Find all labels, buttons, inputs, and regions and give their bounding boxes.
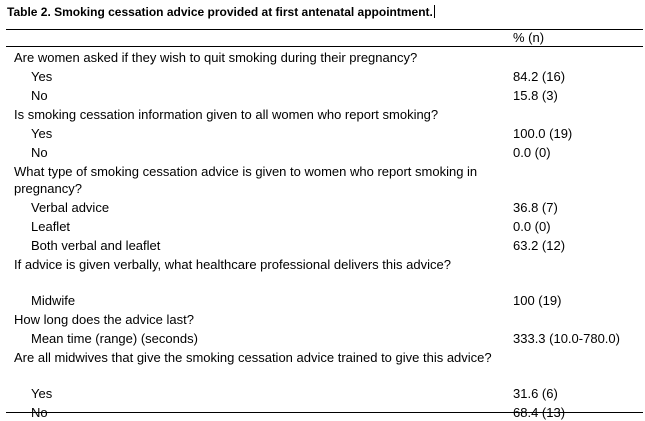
answer-row: No 15.8 (3): [0, 85, 645, 104]
answer-value: 84.2 (16): [513, 69, 566, 84]
answer-row: Mean time (range) (seconds) 333.3 (10.0-7…: [0, 328, 645, 347]
answer-value: 36.8 (7): [513, 200, 558, 215]
table-body: Are women asked if they wish to quit smo…: [0, 47, 645, 421]
table-bottom-rule: [6, 412, 643, 413]
question-row: How long does the advice last?: [0, 309, 645, 328]
answer-label: Yes: [31, 126, 53, 141]
question-text: Is smoking cessation information given t…: [14, 107, 439, 122]
answer-label: Yes: [31, 69, 53, 84]
question-row: Are all midwives that give the smoking c…: [0, 347, 645, 383]
question-text: If advice is given verbally, what health…: [14, 257, 451, 272]
answer-value: 63.2 (12): [513, 238, 566, 253]
answer-label: Mean time (range) (seconds): [31, 331, 198, 346]
question-text: Are all midwives that give the smoking c…: [14, 350, 492, 365]
answer-value: 31.6 (6): [513, 386, 558, 401]
table-title: Table 2. Smoking cessation advice provid…: [7, 4, 435, 20]
answer-label: Verbal advice: [31, 200, 110, 215]
text-cursor: [433, 5, 435, 18]
answer-row: Leaflet 0.0 (0): [0, 216, 645, 235]
column-header: % (n): [513, 30, 545, 45]
answer-label: No: [31, 145, 48, 160]
answer-row: Both verbal and leaflet 63.2 (12): [0, 235, 645, 254]
answer-row: No 0.0 (0): [0, 142, 645, 161]
answer-value: 100 (19): [513, 293, 562, 308]
header-rule: [6, 46, 643, 47]
answer-row: Midwife 100 (19): [0, 290, 645, 309]
answer-value: 0.0 (0): [513, 219, 551, 234]
answer-value: 0.0 (0): [513, 145, 551, 160]
answer-row: Verbal advice 36.8 (7): [0, 197, 645, 216]
answer-label: No: [31, 88, 48, 103]
question-text: What type of smoking cessation advice is…: [14, 164, 478, 196]
answer-row: Yes 100.0 (19): [0, 123, 645, 142]
answer-row: Yes 31.6 (6): [0, 383, 645, 402]
question-row: If advice is given verbally, what health…: [0, 254, 645, 290]
table-top-rule: [6, 29, 643, 30]
question-text: Are women asked if they wish to quit smo…: [14, 50, 418, 65]
answer-value: 333.3 (10.0-780.0): [513, 331, 620, 346]
question-row: What type of smoking cessation advice is…: [0, 161, 645, 197]
question-row: Are women asked if they wish to quit smo…: [0, 47, 645, 66]
answer-label: Yes: [31, 386, 53, 401]
answer-label: Both verbal and leaflet: [31, 238, 161, 253]
question-row: Is smoking cessation information given t…: [0, 104, 645, 123]
question-text: How long does the advice last?: [14, 312, 194, 327]
answer-label: Midwife: [31, 293, 76, 308]
answer-value: 15.8 (3): [513, 88, 558, 103]
answer-value: 100.0 (19): [513, 126, 573, 141]
table-title-text: Table 2. Smoking cessation advice provid…: [7, 5, 433, 19]
answer-label: Leaflet: [31, 219, 71, 234]
answer-row: Yes 84.2 (16): [0, 66, 645, 85]
